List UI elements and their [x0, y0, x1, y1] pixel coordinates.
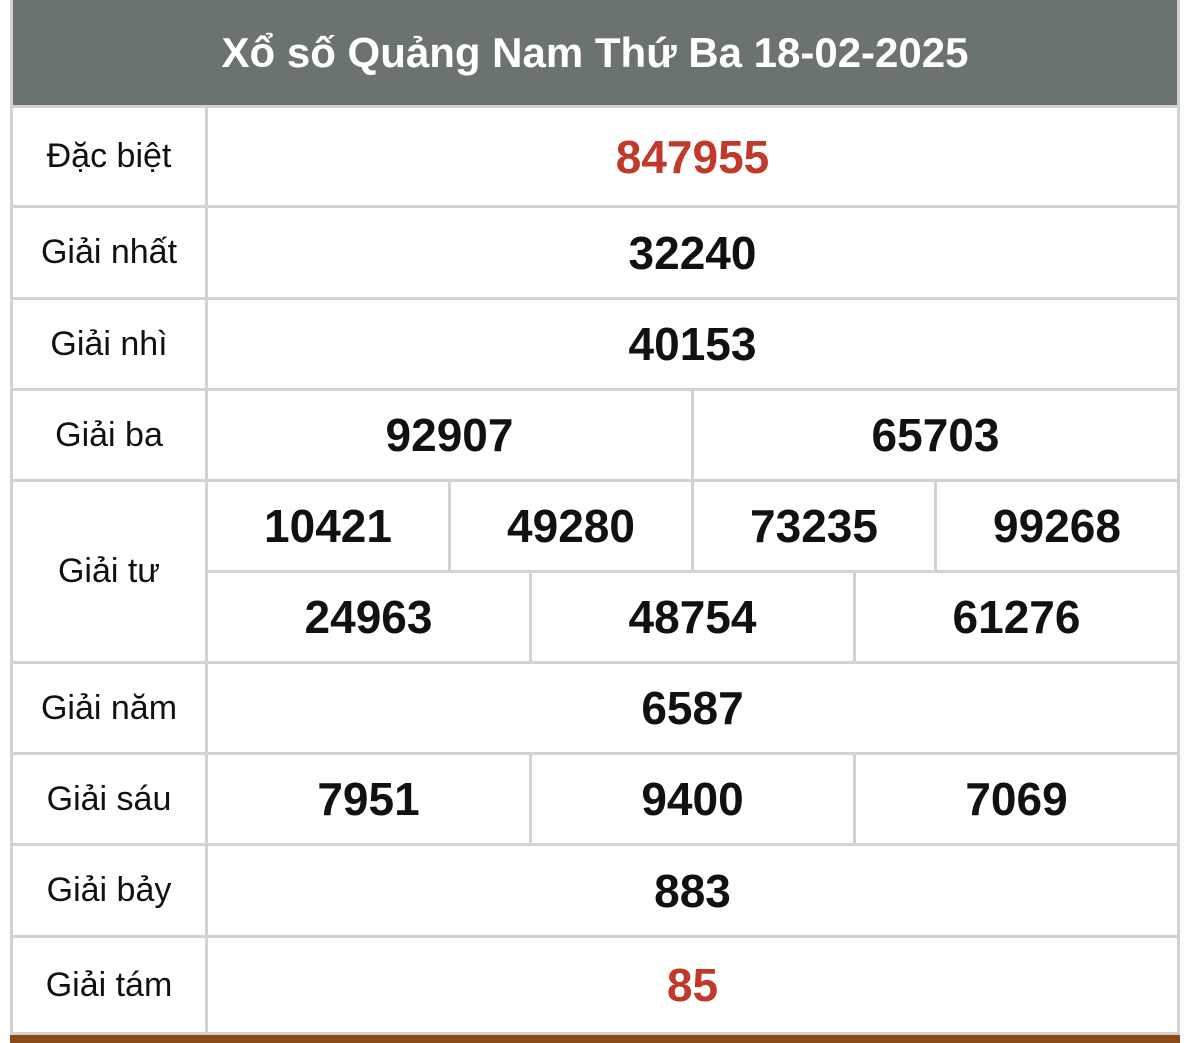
prize-label: Giải nhì [13, 300, 208, 388]
prize-subrow: 85 [208, 938, 1177, 1032]
prize-label: Giải sáu [13, 755, 208, 843]
prize-subrow: 883 [208, 846, 1177, 935]
prize-number: 883 [654, 864, 731, 917]
prize-number: 65703 [691, 391, 1177, 479]
prize-subrow: 92907 65703 [208, 391, 1177, 479]
prize-row: Giải nhì 40153 [13, 300, 1177, 391]
prize-number: 99268 [934, 482, 1177, 570]
prize-label: Giải tư [13, 482, 208, 661]
prize-values: 883 [208, 846, 1177, 935]
prize-number: 7069 [853, 755, 1177, 843]
prize-number: 7951 [317, 773, 420, 825]
prize-row: Giải sáu 7951 9400 7069 [13, 755, 1177, 846]
prize-values: 10421 49280 73235 99268 24963 48754 61276 [208, 482, 1177, 661]
prize-number: 48754 [529, 573, 853, 661]
prize-row: Giải năm 6587 [13, 664, 1177, 755]
lottery-results-table: Xổ số Quảng Nam Thứ Ba 18-02-2025 Đặc bi… [10, 0, 1180, 1035]
prize-number: 85 [666, 959, 719, 1011]
prize-label: Giải tám [13, 938, 208, 1032]
prize-values: 6587 [208, 664, 1177, 752]
prize-values: 847955 [208, 108, 1177, 205]
bottom-bar [10, 1035, 1180, 1043]
prize-values: 92907 65703 [208, 391, 1177, 479]
prize-number: 32240 [628, 226, 757, 279]
prize-label: Giải năm [13, 664, 208, 752]
prize-subrow: 10421 49280 73235 99268 [208, 482, 1177, 570]
prize-number: 847955 [615, 130, 770, 183]
prize-number: 61276 [853, 573, 1177, 661]
prize-row: Giải tám 85 [13, 938, 1177, 1035]
prize-number: 10421 [264, 500, 392, 552]
prize-number: 73235 [691, 482, 934, 570]
prize-row: Giải nhất 32240 [13, 208, 1177, 300]
prize-row: Giải tư 10421 49280 73235 99268 24963 48754 612… [13, 482, 1177, 664]
prize-row: Giải bảy 883 [13, 846, 1177, 938]
prize-number: 49280 [448, 482, 691, 570]
prize-number: 6587 [641, 682, 744, 734]
prize-number: 40153 [628, 318, 757, 370]
prize-label: Đặc biệt [13, 108, 208, 205]
prize-label: Giải bảy [13, 846, 208, 935]
prize-row: Đặc biệt 847955 [13, 108, 1177, 208]
prize-label: Giải ba [13, 391, 208, 479]
prize-subrow: 847955 [208, 108, 1177, 205]
prize-values: 7951 9400 7069 [208, 755, 1177, 843]
prize-row: Giải ba 92907 65703 [13, 391, 1177, 482]
prize-label: Giải nhất [13, 208, 208, 297]
prize-number: 24963 [304, 591, 433, 643]
prize-subrow: 7951 9400 7069 [208, 755, 1177, 843]
prize-values: 85 [208, 938, 1177, 1032]
prize-subrow: 32240 [208, 208, 1177, 297]
prize-number: 9400 [529, 755, 853, 843]
prize-subrow: 40153 [208, 300, 1177, 388]
prize-values: 32240 [208, 208, 1177, 297]
prize-subrow: 24963 48754 61276 [208, 570, 1177, 661]
prize-subrow: 6587 [208, 664, 1177, 752]
prize-number: 92907 [385, 409, 514, 461]
prize-values: 40153 [208, 300, 1177, 388]
table-title: Xổ số Quảng Nam Thứ Ba 18-02-2025 [13, 0, 1177, 108]
